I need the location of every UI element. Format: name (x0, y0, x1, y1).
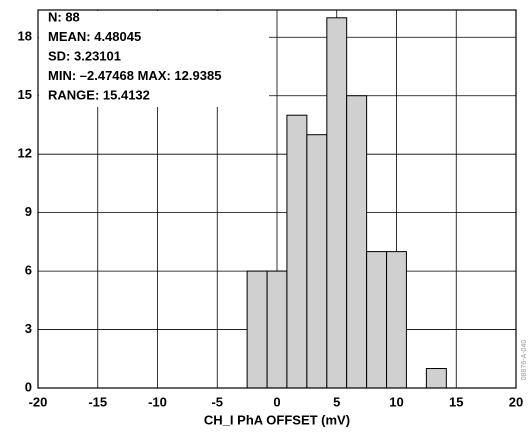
stats-text: RANGE: 15.4132 (48, 87, 150, 102)
x-tick-label: 5 (333, 394, 340, 409)
side-note: 08876-A-040 (521, 340, 528, 381)
y-tick-label: 6 (25, 263, 32, 278)
stats-text: MIN: –2.47468 MAX: 12.9385 (48, 68, 221, 83)
bar (286, 114, 308, 389)
y-tick-label: 9 (25, 204, 32, 219)
bar (425, 368, 447, 389)
x-tick-label: -10 (148, 394, 167, 409)
stats-text: SD: 3.23101 (48, 48, 121, 63)
x-tick-label: 10 (389, 394, 403, 409)
plot-frame (37, 9, 517, 389)
x-tick-label: 20 (509, 394, 523, 409)
bar (306, 134, 328, 389)
x-tick-label: 15 (449, 394, 463, 409)
stats-box (39, 11, 269, 107)
bar (266, 270, 288, 389)
y-tick-label: 0 (25, 379, 32, 394)
x-tick-label: 0 (273, 394, 280, 409)
bar (386, 251, 407, 389)
bar (346, 95, 368, 389)
x-tick-label: -15 (88, 394, 107, 409)
x-axis-label: CH_I PhA OFFSET (mV) (204, 412, 350, 427)
bar (246, 270, 268, 389)
x-tick-label: -20 (29, 394, 48, 409)
y-tick-label: 12 (18, 146, 32, 161)
y-tick-label: 18 (18, 29, 32, 44)
y-tick-label: 3 (25, 321, 32, 336)
bar (366, 251, 388, 389)
stats-text: N: 88 (48, 9, 80, 24)
x-tick-label: -5 (211, 394, 223, 409)
stats-text: MEAN: 4.48045 (48, 29, 141, 44)
bar (326, 17, 348, 389)
y-tick-label: 15 (18, 87, 32, 102)
